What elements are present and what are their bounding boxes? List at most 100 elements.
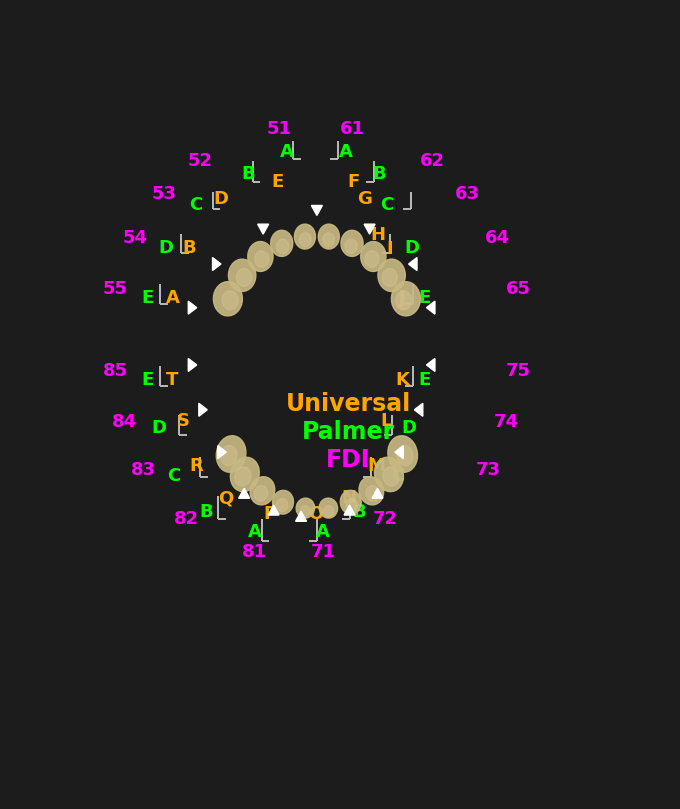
- Text: S: S: [177, 412, 190, 430]
- Polygon shape: [426, 301, 435, 314]
- Text: 72: 72: [373, 510, 398, 528]
- Polygon shape: [188, 301, 197, 314]
- Ellipse shape: [392, 282, 420, 316]
- Text: 83: 83: [131, 460, 156, 479]
- Text: C: C: [167, 467, 180, 485]
- Polygon shape: [188, 358, 197, 371]
- Text: E: E: [271, 173, 284, 191]
- Text: E: E: [141, 371, 153, 389]
- Text: 74: 74: [494, 413, 519, 431]
- Ellipse shape: [366, 485, 379, 501]
- Text: T: T: [167, 371, 179, 389]
- Text: M: M: [367, 457, 385, 475]
- Ellipse shape: [383, 467, 398, 486]
- Text: FDI: FDI: [326, 447, 371, 472]
- Ellipse shape: [375, 457, 403, 492]
- Text: Palmer: Palmer: [302, 420, 395, 443]
- Text: B: B: [199, 503, 213, 521]
- Polygon shape: [395, 446, 403, 459]
- Text: B: B: [352, 503, 366, 521]
- Text: 71: 71: [311, 543, 336, 561]
- Polygon shape: [199, 404, 207, 417]
- Polygon shape: [364, 224, 375, 234]
- Ellipse shape: [222, 291, 238, 310]
- Ellipse shape: [365, 251, 379, 267]
- Polygon shape: [218, 446, 226, 459]
- Ellipse shape: [319, 498, 337, 518]
- Polygon shape: [372, 489, 383, 498]
- Ellipse shape: [396, 291, 411, 310]
- Ellipse shape: [214, 282, 242, 316]
- Text: 55: 55: [103, 280, 128, 298]
- Polygon shape: [344, 505, 355, 515]
- Text: D: D: [401, 420, 416, 438]
- Ellipse shape: [228, 259, 256, 291]
- Text: 81: 81: [242, 543, 267, 561]
- Text: O: O: [308, 506, 324, 523]
- Ellipse shape: [346, 498, 358, 512]
- Text: 82: 82: [173, 510, 199, 528]
- Text: J: J: [399, 289, 406, 307]
- Text: A: A: [248, 523, 262, 541]
- Text: E: E: [419, 289, 431, 307]
- Polygon shape: [213, 257, 221, 270]
- Polygon shape: [414, 404, 423, 417]
- Ellipse shape: [388, 436, 418, 472]
- Text: C: C: [380, 197, 393, 214]
- Polygon shape: [239, 489, 250, 498]
- Text: 73: 73: [476, 460, 501, 479]
- Text: D: D: [404, 239, 420, 256]
- Text: F: F: [347, 173, 360, 191]
- Text: 54: 54: [122, 229, 148, 247]
- Text: N: N: [341, 489, 356, 507]
- Ellipse shape: [255, 251, 269, 267]
- Text: A: A: [165, 289, 180, 307]
- Text: D: D: [214, 190, 228, 208]
- Ellipse shape: [277, 239, 289, 253]
- Text: 63: 63: [455, 184, 480, 202]
- Ellipse shape: [341, 231, 363, 256]
- Polygon shape: [409, 257, 417, 270]
- Ellipse shape: [359, 477, 384, 505]
- Text: Q: Q: [218, 489, 234, 507]
- Text: K: K: [395, 371, 409, 389]
- Polygon shape: [296, 511, 307, 521]
- Text: Universal: Universal: [286, 392, 411, 416]
- Text: 64: 64: [485, 229, 509, 247]
- Text: G: G: [357, 190, 372, 208]
- Text: D: D: [158, 239, 173, 256]
- Text: 85: 85: [103, 362, 128, 380]
- Text: 75: 75: [506, 362, 530, 380]
- Ellipse shape: [220, 446, 237, 466]
- Ellipse shape: [231, 457, 259, 492]
- Ellipse shape: [378, 259, 405, 291]
- Ellipse shape: [345, 239, 357, 253]
- Text: 62: 62: [420, 151, 445, 170]
- Text: C: C: [189, 197, 202, 214]
- Ellipse shape: [360, 242, 386, 272]
- Polygon shape: [311, 205, 322, 215]
- Ellipse shape: [216, 436, 246, 472]
- Text: A: A: [280, 143, 294, 161]
- Ellipse shape: [323, 233, 335, 247]
- Text: D: D: [151, 420, 167, 438]
- Text: 51: 51: [267, 120, 292, 138]
- Text: B: B: [241, 165, 255, 184]
- Ellipse shape: [273, 490, 294, 515]
- Text: H: H: [370, 227, 385, 244]
- Text: P: P: [263, 506, 276, 523]
- Polygon shape: [426, 358, 435, 371]
- Text: I: I: [386, 240, 393, 258]
- Text: 52: 52: [188, 151, 212, 170]
- Ellipse shape: [250, 477, 275, 505]
- Text: E: E: [419, 371, 431, 389]
- Ellipse shape: [294, 224, 316, 249]
- Text: E: E: [141, 289, 153, 307]
- Ellipse shape: [318, 224, 339, 249]
- Text: B: B: [182, 239, 196, 256]
- Ellipse shape: [299, 233, 311, 247]
- Ellipse shape: [271, 231, 293, 256]
- Ellipse shape: [324, 506, 334, 517]
- Text: C: C: [392, 467, 405, 485]
- Ellipse shape: [237, 269, 252, 286]
